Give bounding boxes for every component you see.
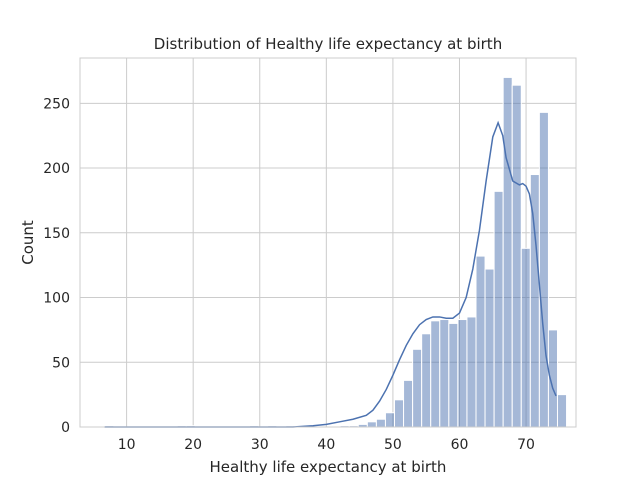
histogram-bar	[538, 111, 549, 428]
histogram-bar	[556, 394, 568, 428]
histogram-bar	[529, 174, 540, 428]
x-tick-label: 10	[118, 437, 136, 453]
histogram-bar	[375, 418, 386, 428]
histogram-bar	[520, 247, 531, 428]
plot-frame	[79, 57, 577, 428]
y-tick-label: 250	[43, 96, 70, 112]
histogram-bar	[430, 320, 441, 428]
x-tick-label: 50	[384, 437, 402, 453]
histogram-bar	[421, 333, 432, 428]
histogram-bar	[493, 190, 504, 428]
y-tick-label: 50	[52, 355, 70, 371]
histogram-bar	[448, 322, 459, 428]
histogram-bar	[412, 348, 423, 428]
y-tick-label: 100	[43, 291, 70, 307]
histogram-bar	[502, 76, 513, 428]
histogram-bar	[439, 319, 450, 428]
x-tick-label: 30	[251, 437, 269, 453]
histogram-bars	[104, 76, 568, 428]
x-tick-labels: 10 20 30 40 50 60 70	[118, 437, 535, 453]
kde-curve	[104, 120, 557, 428]
histogram-bar	[466, 316, 477, 428]
histogram-bar	[457, 319, 468, 428]
y-tick-labels: 0 50 100 150 200 250	[43, 96, 70, 436]
histogram-bar	[484, 268, 495, 428]
histogram-bar	[511, 84, 522, 428]
histogram-bar	[394, 399, 405, 428]
x-axis-label: Healthy life expectancy at birth	[210, 458, 447, 476]
y-axis-label: Count	[19, 220, 37, 265]
histogram-bar	[384, 412, 396, 428]
x-tick-label: 40	[317, 437, 335, 453]
x-tick-label: 20	[184, 437, 202, 453]
chart-title: Distribution of Healthy life expectancy …	[154, 35, 502, 53]
y-tick-label: 150	[43, 226, 70, 242]
y-tick-label: 200	[43, 161, 70, 177]
y-tick-label: 0	[61, 420, 70, 436]
x-tick-label: 70	[517, 437, 535, 453]
histogram-bar	[366, 421, 377, 428]
x-tick-label: 60	[451, 437, 469, 453]
histogram-bar	[403, 379, 414, 428]
histogram-bar	[475, 255, 486, 428]
